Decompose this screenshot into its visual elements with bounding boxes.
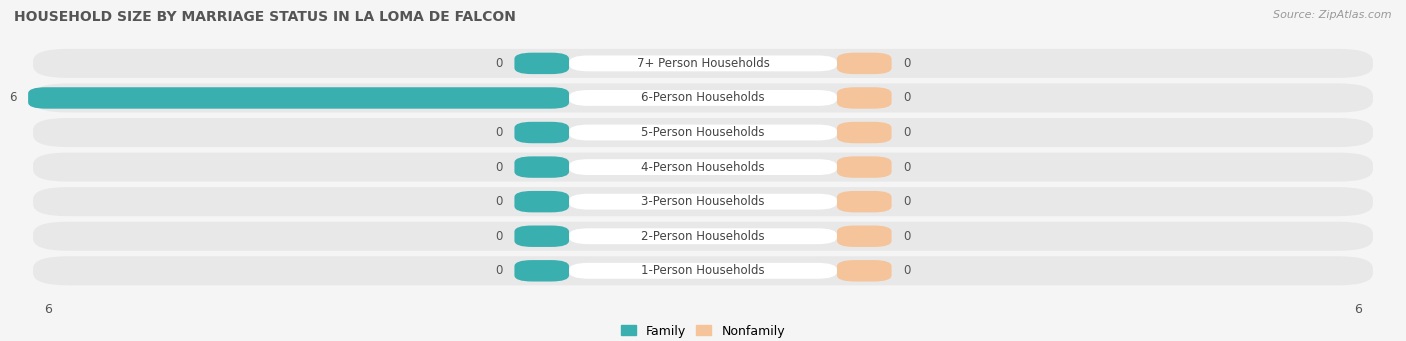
FancyBboxPatch shape bbox=[569, 228, 837, 244]
FancyBboxPatch shape bbox=[569, 56, 837, 71]
Text: 0: 0 bbox=[495, 126, 502, 139]
Text: HOUSEHOLD SIZE BY MARRIAGE STATUS IN LA LOMA DE FALCON: HOUSEHOLD SIZE BY MARRIAGE STATUS IN LA … bbox=[14, 10, 516, 24]
Text: 0: 0 bbox=[495, 195, 502, 208]
Text: 0: 0 bbox=[904, 57, 911, 70]
Text: 3-Person Households: 3-Person Households bbox=[641, 195, 765, 208]
FancyBboxPatch shape bbox=[837, 260, 891, 282]
Legend: Family, Nonfamily: Family, Nonfamily bbox=[616, 320, 790, 341]
Text: 0: 0 bbox=[904, 195, 911, 208]
FancyBboxPatch shape bbox=[515, 191, 569, 212]
Text: 5-Person Households: 5-Person Households bbox=[641, 126, 765, 139]
FancyBboxPatch shape bbox=[569, 124, 837, 140]
Text: 4-Person Households: 4-Person Households bbox=[641, 161, 765, 174]
Text: 0: 0 bbox=[904, 91, 911, 104]
FancyBboxPatch shape bbox=[837, 53, 891, 74]
Text: Source: ZipAtlas.com: Source: ZipAtlas.com bbox=[1274, 10, 1392, 20]
FancyBboxPatch shape bbox=[34, 256, 1372, 285]
Text: 6: 6 bbox=[8, 91, 17, 104]
FancyBboxPatch shape bbox=[28, 87, 569, 109]
FancyBboxPatch shape bbox=[837, 87, 891, 109]
FancyBboxPatch shape bbox=[837, 122, 891, 143]
FancyBboxPatch shape bbox=[569, 194, 837, 210]
FancyBboxPatch shape bbox=[515, 53, 569, 74]
FancyBboxPatch shape bbox=[515, 260, 569, 282]
Text: 0: 0 bbox=[904, 161, 911, 174]
FancyBboxPatch shape bbox=[569, 159, 837, 175]
FancyBboxPatch shape bbox=[34, 84, 1372, 113]
Text: 0: 0 bbox=[904, 126, 911, 139]
Text: 0: 0 bbox=[495, 161, 502, 174]
FancyBboxPatch shape bbox=[515, 157, 569, 178]
Text: 0: 0 bbox=[495, 264, 502, 277]
Text: 0: 0 bbox=[495, 57, 502, 70]
FancyBboxPatch shape bbox=[34, 222, 1372, 251]
Text: 0: 0 bbox=[495, 230, 502, 243]
Text: 0: 0 bbox=[904, 264, 911, 277]
FancyBboxPatch shape bbox=[34, 118, 1372, 147]
FancyBboxPatch shape bbox=[837, 157, 891, 178]
FancyBboxPatch shape bbox=[34, 187, 1372, 216]
FancyBboxPatch shape bbox=[837, 191, 891, 212]
FancyBboxPatch shape bbox=[837, 225, 891, 247]
Text: 0: 0 bbox=[904, 230, 911, 243]
FancyBboxPatch shape bbox=[34, 49, 1372, 78]
FancyBboxPatch shape bbox=[515, 225, 569, 247]
Text: 6-Person Households: 6-Person Households bbox=[641, 91, 765, 104]
Text: 1-Person Households: 1-Person Households bbox=[641, 264, 765, 277]
FancyBboxPatch shape bbox=[569, 90, 837, 106]
FancyBboxPatch shape bbox=[34, 152, 1372, 182]
Text: 2-Person Households: 2-Person Households bbox=[641, 230, 765, 243]
FancyBboxPatch shape bbox=[569, 263, 837, 279]
FancyBboxPatch shape bbox=[515, 122, 569, 143]
Text: 7+ Person Households: 7+ Person Households bbox=[637, 57, 769, 70]
